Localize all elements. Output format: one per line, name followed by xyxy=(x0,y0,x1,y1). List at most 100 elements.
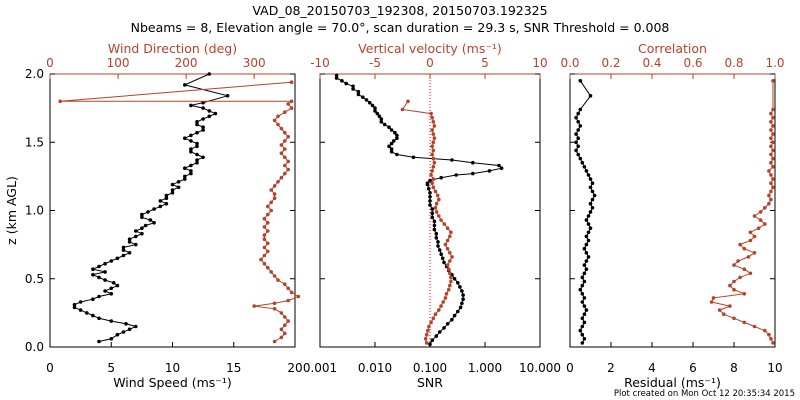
top-tick-label: 0.4 xyxy=(642,56,661,70)
series-residual xyxy=(574,79,597,345)
data-point xyxy=(266,229,270,233)
data-point xyxy=(771,107,775,112)
x-tick-label: 15 xyxy=(226,361,241,375)
data-point xyxy=(72,305,77,310)
data-point xyxy=(771,148,775,153)
data-point xyxy=(392,139,396,143)
data-point xyxy=(134,242,138,247)
data-point xyxy=(487,169,492,173)
residual-panel: 0 2 4 6 8 10 Residual (ms⁻¹) 0.0 0.2 0.4 0.6 0.8 1.0… xyxy=(560,41,784,390)
data-point xyxy=(189,171,193,176)
data-point xyxy=(746,255,751,259)
data-point xyxy=(127,237,132,241)
data-point xyxy=(279,175,284,180)
data-point xyxy=(429,111,433,116)
data-point xyxy=(140,212,144,217)
data-point xyxy=(576,152,580,157)
data-point xyxy=(289,80,294,84)
data-point xyxy=(140,215,144,220)
data-point xyxy=(283,315,287,319)
data-point xyxy=(574,132,578,136)
data-point xyxy=(584,259,589,263)
data-point xyxy=(434,210,439,214)
data-point xyxy=(431,120,436,124)
data-point xyxy=(140,231,144,236)
data-point xyxy=(432,223,437,228)
series-line xyxy=(401,101,453,344)
data-point xyxy=(742,292,747,296)
data-point xyxy=(176,185,181,190)
x-axis-title: SNR xyxy=(417,375,443,390)
data-point xyxy=(590,189,595,194)
y-tick-label: 0.5 xyxy=(25,272,44,286)
data-point xyxy=(423,337,428,341)
data-point xyxy=(272,192,277,196)
data-point xyxy=(97,316,101,321)
data-point xyxy=(143,223,148,228)
data-point xyxy=(283,130,287,135)
data-point xyxy=(201,125,205,129)
data-point xyxy=(195,130,199,135)
data-point xyxy=(189,139,193,143)
data-point xyxy=(471,160,475,165)
data-point xyxy=(582,304,587,308)
data-point xyxy=(286,298,291,303)
top-tick-label: 100 xyxy=(107,56,130,70)
data-point xyxy=(586,222,591,226)
x-tick-label: 6 xyxy=(689,361,697,375)
data-point xyxy=(201,128,205,132)
data-point xyxy=(334,73,339,78)
data-point xyxy=(442,260,446,265)
data-point xyxy=(146,210,150,214)
data-point xyxy=(283,163,287,168)
plot-frame xyxy=(49,73,296,348)
data-point xyxy=(576,128,580,132)
data-point xyxy=(428,203,432,207)
data-point xyxy=(286,135,291,139)
top-tick-label: 0.8 xyxy=(724,56,743,70)
data-point xyxy=(152,207,156,211)
data-point xyxy=(127,240,132,244)
data-point xyxy=(580,332,585,337)
data-point xyxy=(767,332,771,337)
data-point xyxy=(266,212,270,217)
data-point xyxy=(279,126,284,131)
data-point xyxy=(437,248,442,252)
data-point xyxy=(121,248,126,252)
data-point xyxy=(428,191,432,195)
data-point xyxy=(586,214,591,218)
data-point xyxy=(442,222,447,226)
data-point xyxy=(717,308,722,312)
top-tick-label: 5 xyxy=(481,56,489,70)
data-point xyxy=(262,216,267,221)
data-point xyxy=(424,341,429,345)
data-point xyxy=(283,155,287,160)
data-point xyxy=(272,307,277,311)
data-point xyxy=(728,304,732,308)
data-point xyxy=(711,296,716,300)
data-point xyxy=(578,79,583,83)
data-point xyxy=(461,293,465,297)
data-point xyxy=(430,152,435,157)
data-point xyxy=(431,148,436,153)
data-point xyxy=(373,106,377,110)
plot-frame xyxy=(569,73,776,348)
data-point xyxy=(584,169,589,173)
data-point xyxy=(272,184,277,188)
data-point xyxy=(769,173,773,177)
data-point xyxy=(771,132,775,136)
data-point xyxy=(195,120,199,124)
data-point xyxy=(195,158,199,162)
data-point xyxy=(109,259,114,263)
data-point xyxy=(296,294,301,299)
data-point xyxy=(78,308,83,312)
data-point xyxy=(456,281,460,285)
data-point xyxy=(272,274,277,278)
data-point xyxy=(430,207,435,211)
data-point xyxy=(582,312,587,317)
data-point xyxy=(427,324,431,329)
data-point xyxy=(286,102,291,106)
data-point xyxy=(269,200,274,205)
data-point xyxy=(406,99,410,104)
y-tick-label: 1.0 xyxy=(25,204,44,218)
